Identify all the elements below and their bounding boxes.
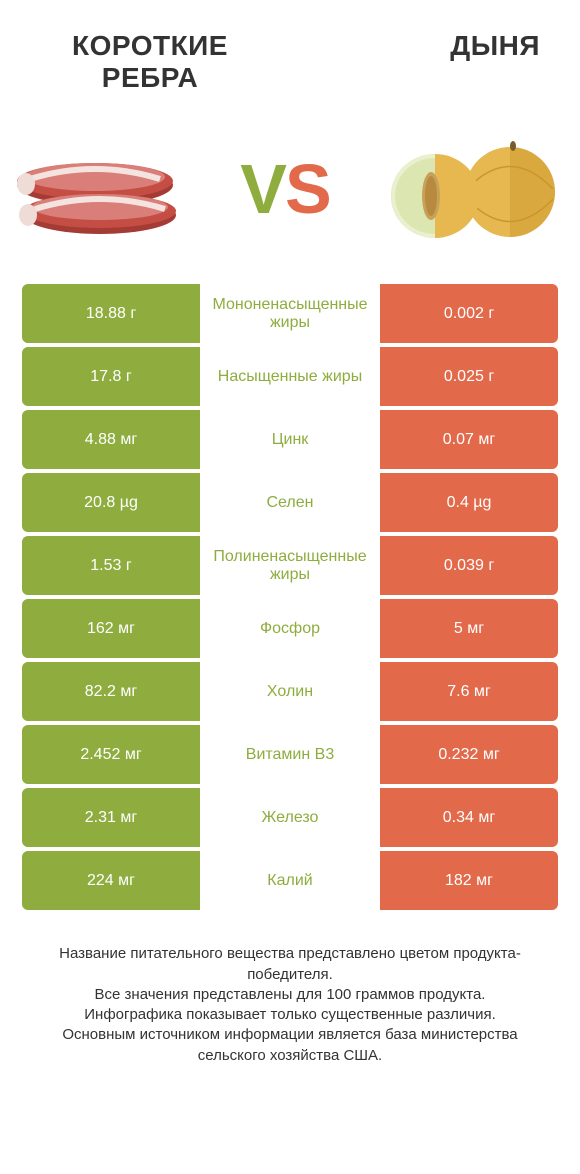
- vs-s-letter: S: [285, 150, 330, 228]
- nutrient-label-cell: Калий: [200, 851, 380, 910]
- vs-label: VS: [240, 154, 329, 224]
- left-value-cell: 17.8 г: [22, 347, 200, 406]
- left-value-cell: 4.88 мг: [22, 410, 200, 469]
- table-row: 224 мгКалий182 мг: [22, 851, 558, 910]
- nutrient-label-cell: Железо: [200, 788, 380, 847]
- nutrient-label-cell: Цинк: [200, 410, 380, 469]
- vs-v-letter: V: [240, 150, 285, 228]
- nutrient-label-cell: Фосфор: [200, 599, 380, 658]
- footer-notes: Название питательного вещества представл…: [0, 914, 580, 1066]
- left-value-cell: 162 мг: [22, 599, 200, 658]
- left-value-cell: 224 мг: [22, 851, 200, 910]
- table-row: 4.88 мгЦинк0.07 мг: [22, 410, 558, 469]
- right-value-cell: 5 мг: [380, 599, 558, 658]
- footer-line: Название питательного вещества представл…: [30, 944, 550, 985]
- footer-line: Все значения представлены для 100 граммо…: [30, 985, 550, 1005]
- right-value-cell: 182 мг: [380, 851, 558, 910]
- right-value-cell: 0.002 г: [380, 284, 558, 343]
- table-row: 17.8 гНасыщенные жиры0.025 г: [22, 347, 558, 406]
- nutrient-label-cell: Витамин B3: [200, 725, 380, 784]
- left-value-cell: 2.452 мг: [22, 725, 200, 784]
- footer-line: Основным источником информации является …: [30, 1025, 550, 1066]
- right-product-title: ДЫНЯ: [340, 30, 540, 62]
- nutrient-label-cell: Полиненасыщенные жиры: [200, 536, 380, 595]
- table-row: 2.31 мгЖелезо0.34 мг: [22, 788, 558, 847]
- right-value-cell: 0.34 мг: [380, 788, 558, 847]
- left-product-title: КОРОТКИЕ РЕБРА: [40, 30, 260, 94]
- table-row: 18.88 гМононенасыщенные жиры0.002 г: [22, 284, 558, 343]
- table-row: 20.8 µgСелен0.4 µg: [22, 473, 558, 532]
- nutrient-label-cell: Мононенасыщенные жиры: [200, 284, 380, 343]
- table-row: 1.53 гПолиненасыщенные жиры0.039 г: [22, 536, 558, 595]
- right-value-cell: 0.039 г: [380, 536, 558, 595]
- right-value-cell: 0.232 мг: [380, 725, 558, 784]
- left-value-cell: 2.31 мг: [22, 788, 200, 847]
- right-value-cell: 0.4 µg: [380, 473, 558, 532]
- left-value-cell: 1.53 г: [22, 536, 200, 595]
- table-row: 2.452 мгВитамин B30.232 мг: [22, 725, 558, 784]
- comparison-table: 18.88 гМононенасыщенные жиры0.002 г17.8 …: [0, 284, 580, 910]
- nutrient-label-cell: Холин: [200, 662, 380, 721]
- nutrient-label-cell: Селен: [200, 473, 380, 532]
- left-value-cell: 20.8 µg: [22, 473, 200, 532]
- table-row: 162 мгФосфор5 мг: [22, 599, 558, 658]
- left-value-cell: 82.2 мг: [22, 662, 200, 721]
- left-value-cell: 18.88 г: [22, 284, 200, 343]
- right-product-image: [385, 124, 560, 254]
- left-product-image: [10, 124, 185, 254]
- header: КОРОТКИЕ РЕБРА ДЫНЯ: [0, 0, 580, 104]
- footer-line: Инфографика показывает только существенн…: [30, 1005, 550, 1025]
- table-row: 82.2 мгХолин7.6 мг: [22, 662, 558, 721]
- right-value-cell: 0.07 мг: [380, 410, 558, 469]
- right-value-cell: 0.025 г: [380, 347, 558, 406]
- nutrient-label-cell: Насыщенные жиры: [200, 347, 380, 406]
- vs-row: VS: [0, 104, 580, 284]
- right-value-cell: 7.6 мг: [380, 662, 558, 721]
